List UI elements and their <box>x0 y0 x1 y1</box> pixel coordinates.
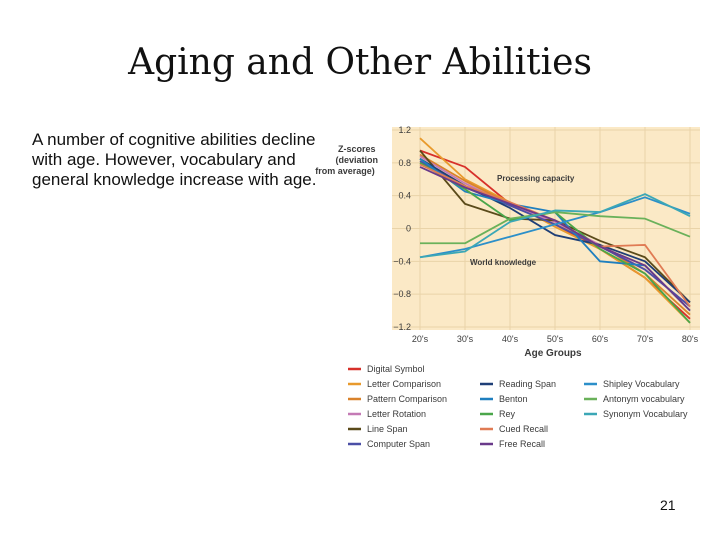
x-ticks: 20's 30's 40's 50's 60's 70's 80's <box>412 334 699 344</box>
x-tick-label: 20's <box>412 334 429 344</box>
y-axis-label: Z-scores (deviation from average) <box>315 144 380 176</box>
legend-label: Digital Symbol <box>367 364 425 374</box>
x-tick-label: 50's <box>547 334 564 344</box>
y-tick-label: −0.8 <box>393 289 411 299</box>
y-tick-label: −1.2 <box>393 322 411 332</box>
x-tick-label: 30's <box>457 334 474 344</box>
x-tick-label: 40's <box>502 334 519 344</box>
legend-label: Rey <box>499 409 516 419</box>
legend-label: Free Recall <box>499 439 545 449</box>
legend: Digital Symbol Letter Comparison Pattern C… <box>348 364 688 449</box>
legend-label: Pattern Comparison <box>367 394 447 404</box>
legend-label: Cued Recall <box>499 424 548 434</box>
y-tick-label: 0 <box>406 224 411 234</box>
x-axis-label: Age Groups <box>524 348 582 359</box>
y-tick-label: 1.2 <box>398 125 411 135</box>
annotation-processing-capacity: Processing capacity <box>497 174 575 183</box>
legend-label: Benton <box>499 394 528 404</box>
y-tick-label: 0.4 <box>398 191 411 201</box>
legend-label: Letter Comparison <box>367 379 441 389</box>
legend-label: Synonym Vocabulary <box>603 409 688 419</box>
age-abilities-chart: Z-scores (deviation from average) 1.2 0.8… <box>0 0 720 540</box>
y-tick-label: 0.8 <box>398 158 411 168</box>
legend-label: Letter Rotation <box>367 409 426 419</box>
x-tick-label: 70's <box>637 334 654 344</box>
legend-label: Antonym vocabulary <box>603 394 685 404</box>
legend-label: Line Span <box>367 424 408 434</box>
annotation-world-knowledge: World knowledge <box>470 258 537 267</box>
legend-label: Reading Span <box>499 379 556 389</box>
x-tick-label: 60's <box>592 334 609 344</box>
page-number: 21 <box>660 497 676 513</box>
legend-label: Computer Span <box>367 439 430 449</box>
x-tick-label: 80's <box>682 334 699 344</box>
y-tick-label: −0.4 <box>393 256 411 266</box>
legend-label: Shipley Vocabulary <box>603 379 680 389</box>
